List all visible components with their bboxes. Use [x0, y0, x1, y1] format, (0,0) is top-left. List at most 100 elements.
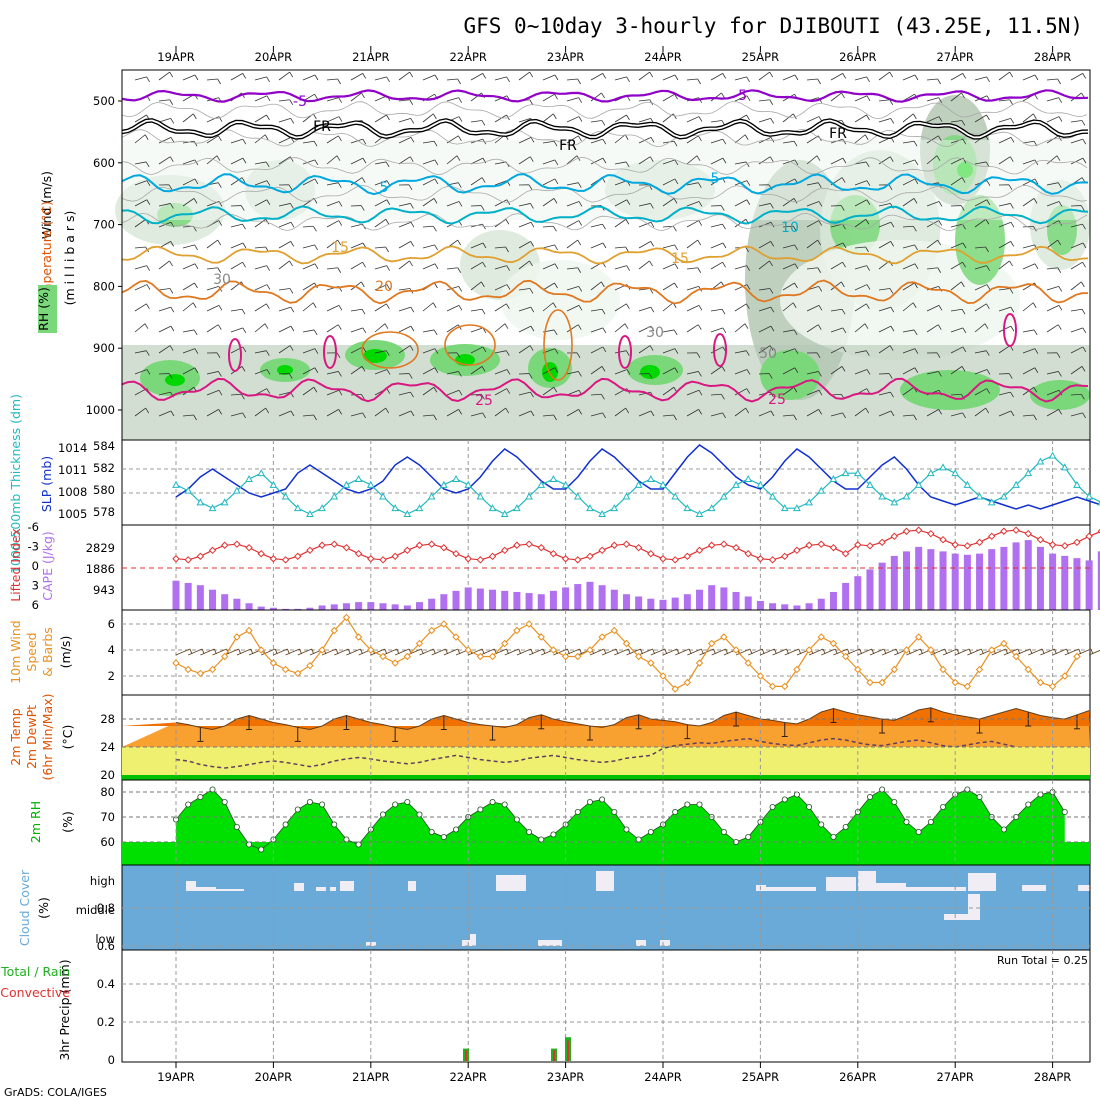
wind-barb	[806, 409, 819, 417]
wind-barb	[362, 346, 367, 353]
wind-speed-marker	[196, 669, 205, 678]
wind-barb	[794, 74, 799, 81]
rh-marker	[343, 836, 350, 843]
wind-barb	[902, 140, 915, 144]
wind-barb	[841, 177, 846, 183]
wind-barb	[361, 394, 365, 400]
wind-barb	[398, 99, 410, 102]
wind-barb	[506, 284, 511, 290]
wind-barb	[720, 205, 725, 211]
wind-barb	[481, 366, 486, 372]
thickness-marker	[427, 492, 436, 500]
wind-barb	[566, 239, 578, 249]
wind-barb	[1082, 157, 1087, 164]
wind-barb	[794, 348, 799, 354]
temp-contour-20	[444, 324, 496, 366]
wind-barb	[974, 369, 988, 375]
wind-barb	[361, 92, 365, 99]
wind-speed-marker	[513, 626, 521, 635]
wind-barb	[1046, 409, 1059, 417]
wind-barb	[1046, 239, 1058, 249]
wind-barb	[1056, 352, 1061, 359]
wind-barb	[638, 260, 650, 270]
date-label-bottom: 26APR	[839, 1070, 876, 1084]
wind-barb	[806, 267, 818, 270]
temp-contour-20	[543, 309, 573, 381]
wind-barb	[710, 157, 724, 165]
cape-bar	[221, 594, 229, 610]
thickness-marker	[610, 504, 619, 512]
wind-barb	[722, 157, 727, 164]
wind-barb	[289, 99, 294, 105]
wind-barb	[398, 136, 412, 144]
wind-barb	[504, 323, 509, 329]
wind-barb	[553, 226, 557, 232]
wind-barb	[961, 120, 966, 126]
wind-barb	[302, 159, 316, 165]
lifted-index-marker	[975, 538, 984, 547]
wind-barb	[746, 114, 750, 121]
wind-barb	[254, 246, 266, 249]
lifted-index-marker	[598, 546, 606, 555]
cape-bar	[744, 596, 752, 610]
wind-barb	[866, 284, 871, 290]
wind-barb	[422, 386, 435, 396]
cape-bar	[416, 602, 423, 610]
wind-barb	[806, 78, 818, 81]
wind-barb	[350, 412, 363, 417]
wind-barb	[902, 178, 916, 186]
wind-barb	[422, 140, 435, 144]
wind-barb	[624, 323, 629, 329]
wind-barb	[758, 156, 771, 165]
wind-barb	[169, 260, 173, 267]
wind-barb	[313, 113, 317, 120]
wind-barb	[650, 203, 654, 209]
wind-barb	[419, 648, 434, 656]
thickness-marker	[732, 480, 740, 488]
wind-barb	[673, 113, 677, 120]
precip-tick: 0.4	[97, 977, 115, 991]
wind-barb	[264, 134, 269, 140]
wind-barb	[326, 116, 340, 123]
wind-barb	[986, 388, 991, 394]
wind-barb	[578, 201, 583, 207]
wind-barb	[590, 346, 604, 354]
thickness-marker	[963, 480, 972, 488]
wind-barb	[878, 156, 891, 165]
axis-label-wind-unit: (m/s)	[58, 636, 73, 669]
wind-barb	[470, 393, 482, 396]
wind-barb	[350, 242, 364, 249]
wind-barb	[386, 76, 390, 83]
wind-barb	[145, 407, 150, 414]
wind-barb	[854, 218, 867, 228]
wind-barb	[991, 648, 1006, 656]
wind-barb	[698, 135, 702, 142]
wind-barb	[518, 71, 530, 81]
thickness-marker	[1048, 451, 1057, 459]
cape-bar	[866, 569, 874, 610]
rh-marker	[453, 826, 460, 833]
wind-barb	[1082, 223, 1086, 230]
wind-barb	[902, 348, 916, 354]
lifted-index-marker	[1036, 535, 1045, 544]
wind-barb	[1080, 205, 1085, 211]
wind-barb	[998, 71, 1010, 81]
wind-barb	[494, 114, 507, 123]
wind-barb	[878, 203, 891, 207]
cape-bar	[927, 549, 935, 610]
wind-barb	[782, 140, 795, 144]
wind-barb	[266, 388, 271, 394]
wind-barb	[602, 157, 607, 164]
wind-barb	[432, 302, 437, 308]
contour-label: 15	[331, 240, 349, 256]
wind-barb	[1056, 155, 1061, 161]
wind-speed-marker	[622, 639, 631, 648]
wind-barb	[998, 203, 1011, 207]
wind-barb	[505, 246, 509, 253]
wind-barb	[175, 648, 191, 656]
rh-marker	[477, 806, 484, 813]
cloud-high-bar	[496, 875, 526, 891]
axis-label-wind-speed: & Barbs	[40, 627, 55, 677]
wind-barb	[758, 260, 770, 270]
